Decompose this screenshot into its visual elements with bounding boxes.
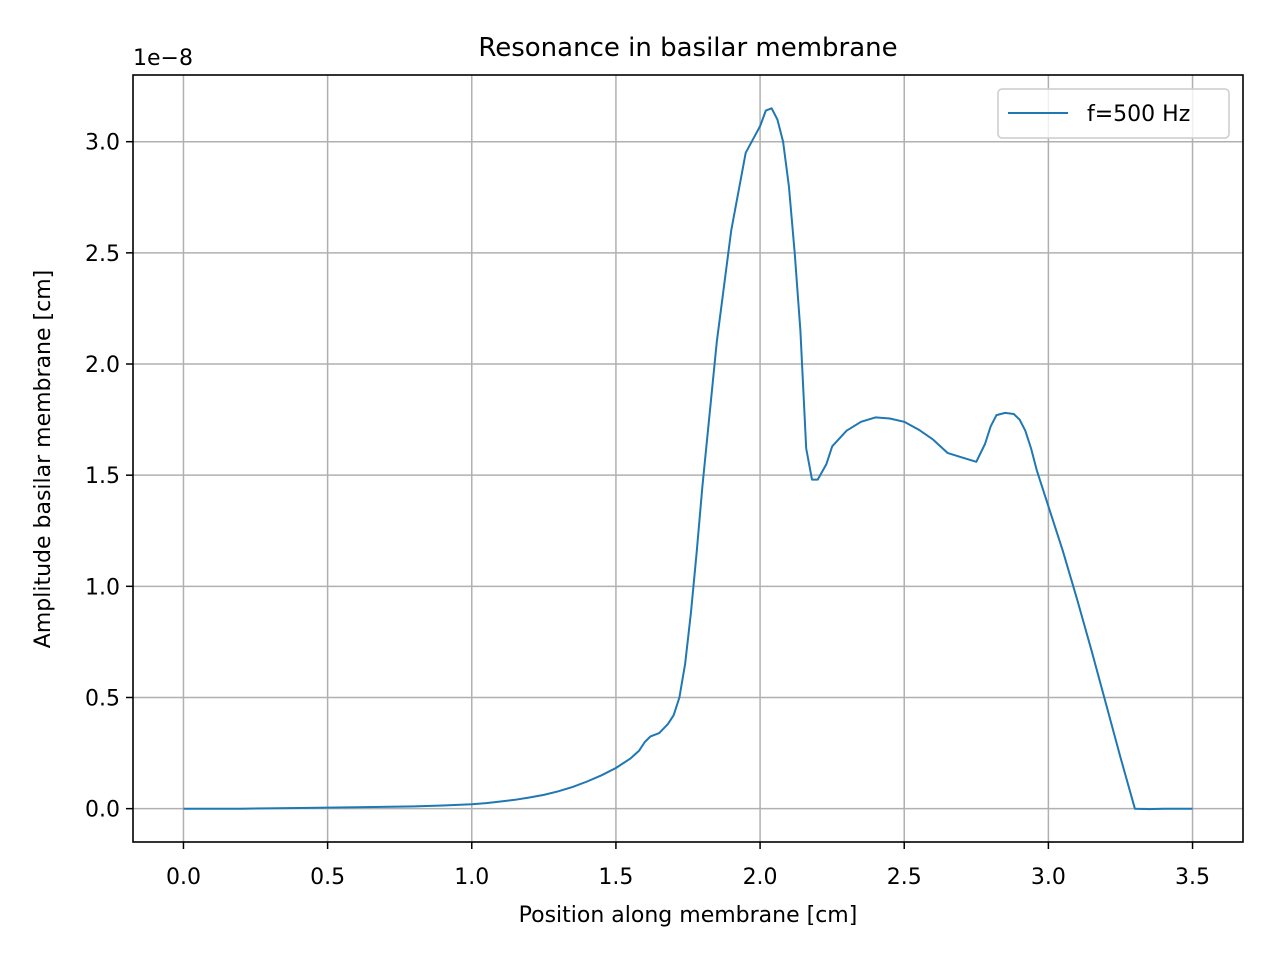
- x-tick-label: 0.5: [310, 865, 345, 890]
- y-tick-label: 0.0: [85, 798, 120, 823]
- series-layer: [183, 107, 1193, 811]
- plot-area: [132, 74, 1244, 843]
- y-tick-label: 2.5: [85, 242, 120, 267]
- x-tick-label: 3.5: [1175, 865, 1210, 890]
- legend-label: f=500 Hz: [1087, 102, 1190, 127]
- y-tick-label: 0.5: [85, 686, 120, 711]
- series-line: [183, 107, 1193, 811]
- y-tick-label: 1.5: [85, 464, 120, 489]
- y-axis-label: Amplitude basilar membrane [cm]: [31, 270, 56, 648]
- x-axis: 0.0 0.5 1.0 1.5 2.0 2.5 3.0 3.5: [166, 842, 1210, 890]
- x-tick-label: 2.5: [887, 865, 922, 890]
- x-axis-label: Position along membrane [cm]: [519, 903, 858, 928]
- y-offset-label: 1e−8: [133, 46, 193, 71]
- legend-frame: [997, 88, 1230, 139]
- legend: f=500 Hz: [997, 88, 1230, 139]
- x-tick-label: 2.0: [743, 865, 778, 890]
- y-tick-label: 2.0: [85, 353, 120, 378]
- x-tick-label: 1.5: [598, 865, 633, 890]
- x-tick-label: 3.0: [1031, 865, 1066, 890]
- grid: [133, 75, 1243, 842]
- chart-title: Resonance in basilar membrane: [478, 33, 897, 63]
- x-tick-label: 0.0: [166, 865, 201, 890]
- y-tick-label: 1.0: [85, 575, 120, 600]
- y-tick-label: 3.0: [85, 131, 120, 156]
- y-axis: 0.0 0.5 1.0 1.5 2.0 2.5 3.0: [85, 131, 133, 823]
- x-tick-label: 1.0: [454, 865, 489, 890]
